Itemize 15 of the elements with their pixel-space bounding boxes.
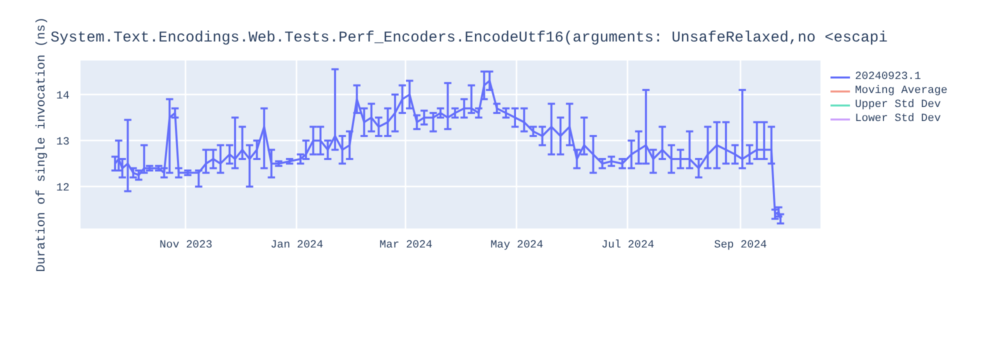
chart-title: System.Text.Encodings.Web.Tests.Perf_Encoders.EncodeUtf16(arguments: UnsafeRelaxed,no <escapi <box>50 30 888 46</box>
legend-label: Moving Average <box>855 84 948 98</box>
x-tick-label: Jan 2024 <box>270 240 324 252</box>
x-tick-label: Nov 2023 <box>160 240 212 252</box>
x-tick-label: May 2024 <box>490 240 544 252</box>
legend-label: Upper Std Dev <box>855 98 941 112</box>
legend-label: 20240923.1 <box>855 70 922 84</box>
y-tick-label: 13 <box>56 136 70 149</box>
x-tick-label: Sep 2024 <box>714 240 768 252</box>
x-tick-label: Mar 2024 <box>380 240 433 252</box>
x-tick-label: Jul 2024 <box>601 240 655 252</box>
y-axis-title: Duration of single invocation (ns) <box>34 16 48 272</box>
legend-label: Lower Std Dev <box>855 112 941 126</box>
y-tick-label: 12 <box>56 182 70 195</box>
y-tick-label: 14 <box>56 90 70 103</box>
